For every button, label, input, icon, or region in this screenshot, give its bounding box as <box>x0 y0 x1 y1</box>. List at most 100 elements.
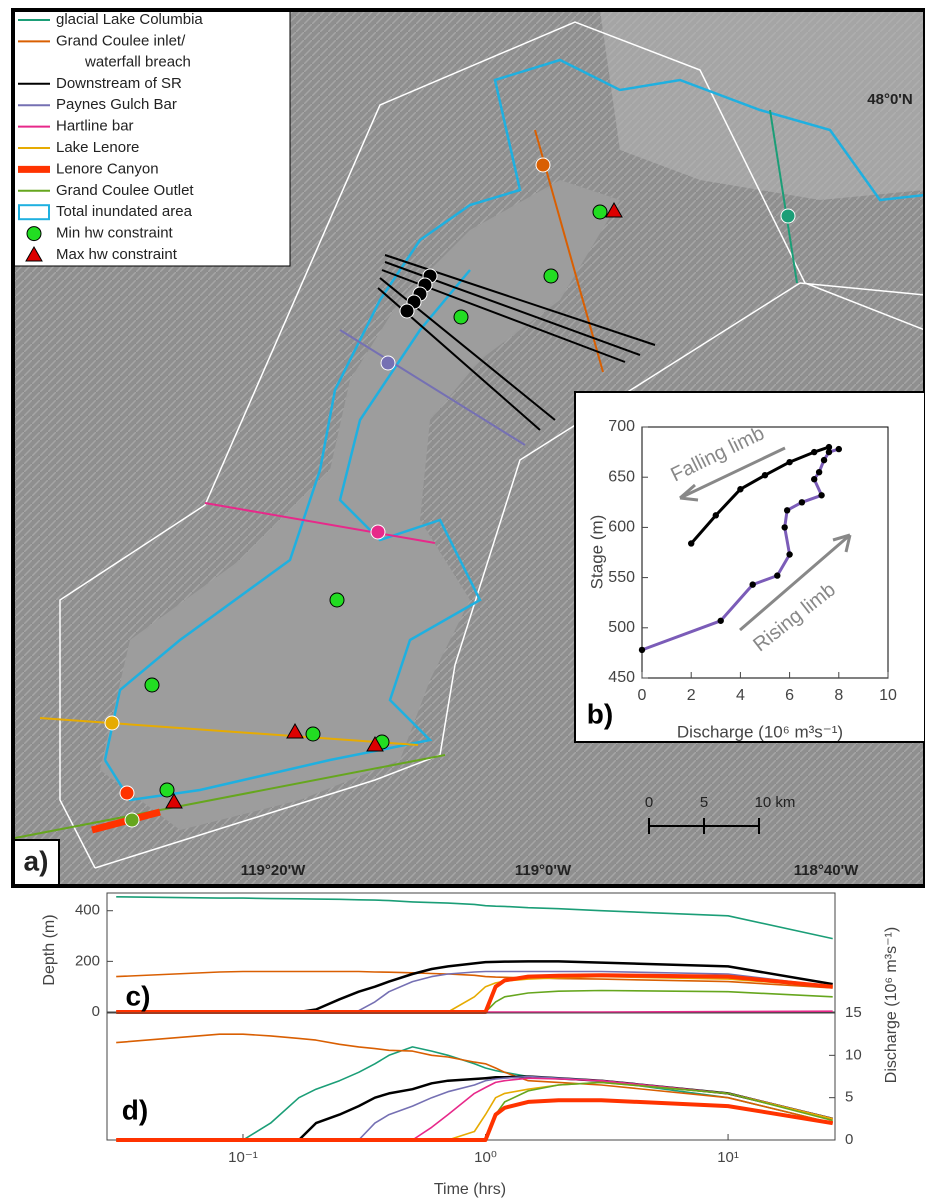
point <box>781 524 788 531</box>
map-frame <box>11 8 925 888</box>
legend-label: glacial Lake Columbia <box>56 11 203 28</box>
domain-boundary <box>59 21 925 869</box>
inset-box <box>574 391 925 743</box>
point <box>811 476 818 483</box>
scale-bar <box>648 818 760 834</box>
y-tick-label: 0 <box>845 1131 853 1148</box>
series-line <box>116 973 833 1014</box>
legend-label: Grand Coulee Outlet <box>56 182 194 199</box>
y-axis-label: Stage (m) <box>587 515 606 590</box>
lon-label: 118°40'W <box>794 862 859 879</box>
point <box>825 443 833 451</box>
series-line <box>116 1098 834 1142</box>
x-tick-label: 2 <box>687 687 696 704</box>
lon-label: 119°0'W <box>515 862 572 879</box>
series-line <box>116 1081 833 1141</box>
legend-label: Downstream of SR <box>56 75 182 92</box>
y-tick-label: 550 <box>608 569 635 586</box>
y-tick-label: 650 <box>608 468 635 485</box>
plot-frame <box>106 892 836 1013</box>
x-tick-label: 4 <box>736 687 745 704</box>
point <box>749 581 756 588</box>
y-tick-label: 500 <box>608 619 635 636</box>
y-tick-label: 400 <box>75 902 100 919</box>
series-line <box>116 989 833 1013</box>
point <box>820 456 828 464</box>
lon-label: 119°20'W <box>241 862 306 879</box>
panel-label: c) <box>126 980 151 1011</box>
point <box>815 468 823 476</box>
mountains <box>600 10 925 200</box>
x-tick-label: 10⁰ <box>474 1149 497 1166</box>
point <box>786 551 793 558</box>
y-tick-label: 10 <box>845 1046 862 1063</box>
panel-label-box <box>12 839 60 887</box>
x-tick-label: 0 <box>638 687 647 704</box>
x-tick-label: 6 <box>785 687 794 704</box>
point <box>761 471 769 479</box>
point <box>638 646 646 654</box>
point <box>737 486 744 493</box>
y-tick-label: 15 <box>845 1004 862 1021</box>
legend-label: Lake Lenore <box>56 139 139 156</box>
legend-label: Total inundated area <box>56 203 193 220</box>
scale-label: 10 km <box>755 794 796 811</box>
legend-label: Lenore Canyon <box>56 160 159 177</box>
legend-box <box>12 9 291 267</box>
x-axis-label: Time (hrs) <box>434 1181 506 1198</box>
plot-frame <box>641 426 889 679</box>
x-tick-label: 10⁻¹ <box>228 1149 258 1166</box>
arrow <box>739 533 852 632</box>
transect <box>769 109 798 284</box>
legend-label: Hartline bar <box>56 118 134 135</box>
x-tick-label: 10 <box>879 687 897 704</box>
y-tick-label: 700 <box>608 418 635 435</box>
legend-swatch <box>25 245 43 262</box>
inundated-outline <box>103 58 925 802</box>
point <box>825 448 833 456</box>
scale-label: 0 <box>645 794 653 811</box>
max-constraints <box>165 201 623 809</box>
legend-label: Max hw constraint <box>56 246 178 263</box>
legend-label: Grand Coulee inlet/ <box>56 32 186 49</box>
point <box>783 507 791 514</box>
point <box>717 617 724 624</box>
point <box>712 512 719 519</box>
panel-label: b) <box>587 698 613 729</box>
inset-panel <box>574 391 925 743</box>
panel-label: a) <box>24 845 49 876</box>
series-line <box>116 896 833 940</box>
legend-swatch <box>18 204 50 221</box>
point <box>688 540 695 547</box>
y-tick-label: 200 <box>75 952 100 969</box>
y-tick-label: 600 <box>608 519 635 536</box>
panel-label: d) <box>122 1094 148 1125</box>
transect <box>39 717 419 746</box>
series-line <box>116 960 833 1014</box>
point <box>798 499 806 506</box>
site-markers <box>104 157 796 828</box>
y-tick-label: 5 <box>845 1089 853 1106</box>
point <box>786 458 793 466</box>
legend-label: Min hw constraint <box>56 225 174 242</box>
y-axis-label: Depth (m) <box>41 914 58 985</box>
scale-label: 5 <box>700 794 708 811</box>
plot-frame <box>106 1012 836 1141</box>
transect <box>204 502 436 544</box>
lat-label: 48°0'N <box>867 91 912 108</box>
x-tick-label: 8 <box>834 687 843 704</box>
transect <box>14 754 446 839</box>
point <box>774 572 781 579</box>
point <box>835 445 842 453</box>
legend-label: waterfall breach <box>84 53 191 70</box>
legend-label: Paynes Gulch Bar <box>56 96 177 113</box>
legend-swatch <box>26 226 42 242</box>
coulee-floor <box>100 180 620 830</box>
series-line <box>116 1033 833 1124</box>
point <box>818 492 825 499</box>
transect <box>339 329 526 446</box>
x-tick-label: 10¹ <box>717 1149 739 1166</box>
y-tick-label: 450 <box>608 669 635 686</box>
y-axis-label: Discharge (10⁶ m³s⁻¹) <box>883 927 900 1083</box>
